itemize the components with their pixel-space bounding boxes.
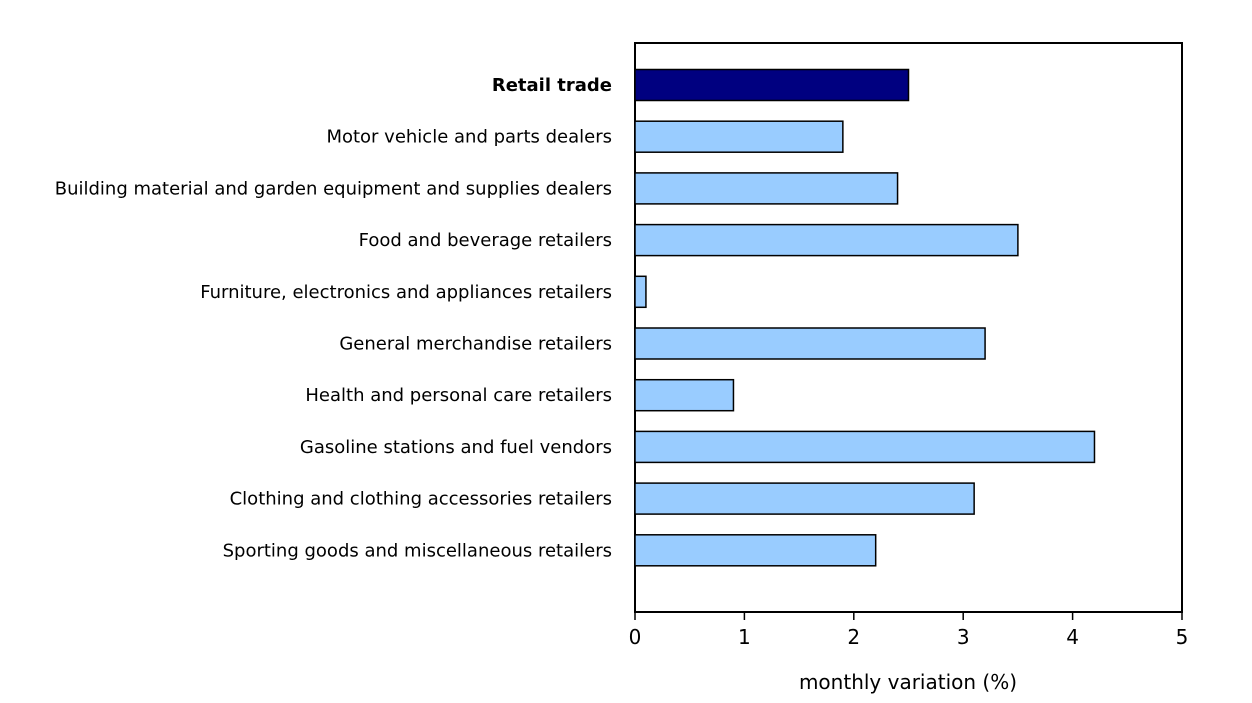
category-label: Health and personal care retailers bbox=[305, 385, 612, 406]
category-label: General merchandise retailers bbox=[339, 334, 612, 355]
bar bbox=[634, 275, 647, 309]
bar bbox=[634, 378, 735, 412]
x-axis-label: monthly variation (%) bbox=[799, 670, 1017, 694]
x-tick-label: 3 bbox=[957, 625, 970, 649]
bar bbox=[634, 534, 877, 567]
category-label: Food and beverage retailers bbox=[359, 230, 612, 251]
category-label: Furniture, electronics and appliances re… bbox=[200, 282, 612, 303]
bar bbox=[634, 68, 910, 102]
category-label: Sporting goods and miscellaneous retaile… bbox=[223, 540, 612, 561]
x-tick-label: 0 bbox=[629, 625, 642, 649]
bar bbox=[634, 223, 1019, 257]
x-tick-label: 5 bbox=[1176, 625, 1189, 649]
bar bbox=[634, 430, 1096, 464]
category-label: Clothing and clothing accessories retail… bbox=[230, 489, 612, 510]
bar bbox=[634, 172, 899, 205]
x-tick-label: 2 bbox=[847, 625, 860, 649]
x-tick-label: 1 bbox=[738, 625, 751, 649]
bar bbox=[634, 327, 986, 360]
category-label: Gasoline stations and fuel vendors bbox=[300, 437, 612, 458]
bar bbox=[634, 120, 844, 153]
category-label: Building material and garden equipment a… bbox=[55, 178, 612, 199]
category-label: Motor vehicle and parts dealers bbox=[326, 127, 612, 148]
x-tick-label: 4 bbox=[1066, 625, 1079, 649]
category-label: Retail trade bbox=[492, 75, 612, 96]
bar bbox=[634, 482, 975, 515]
